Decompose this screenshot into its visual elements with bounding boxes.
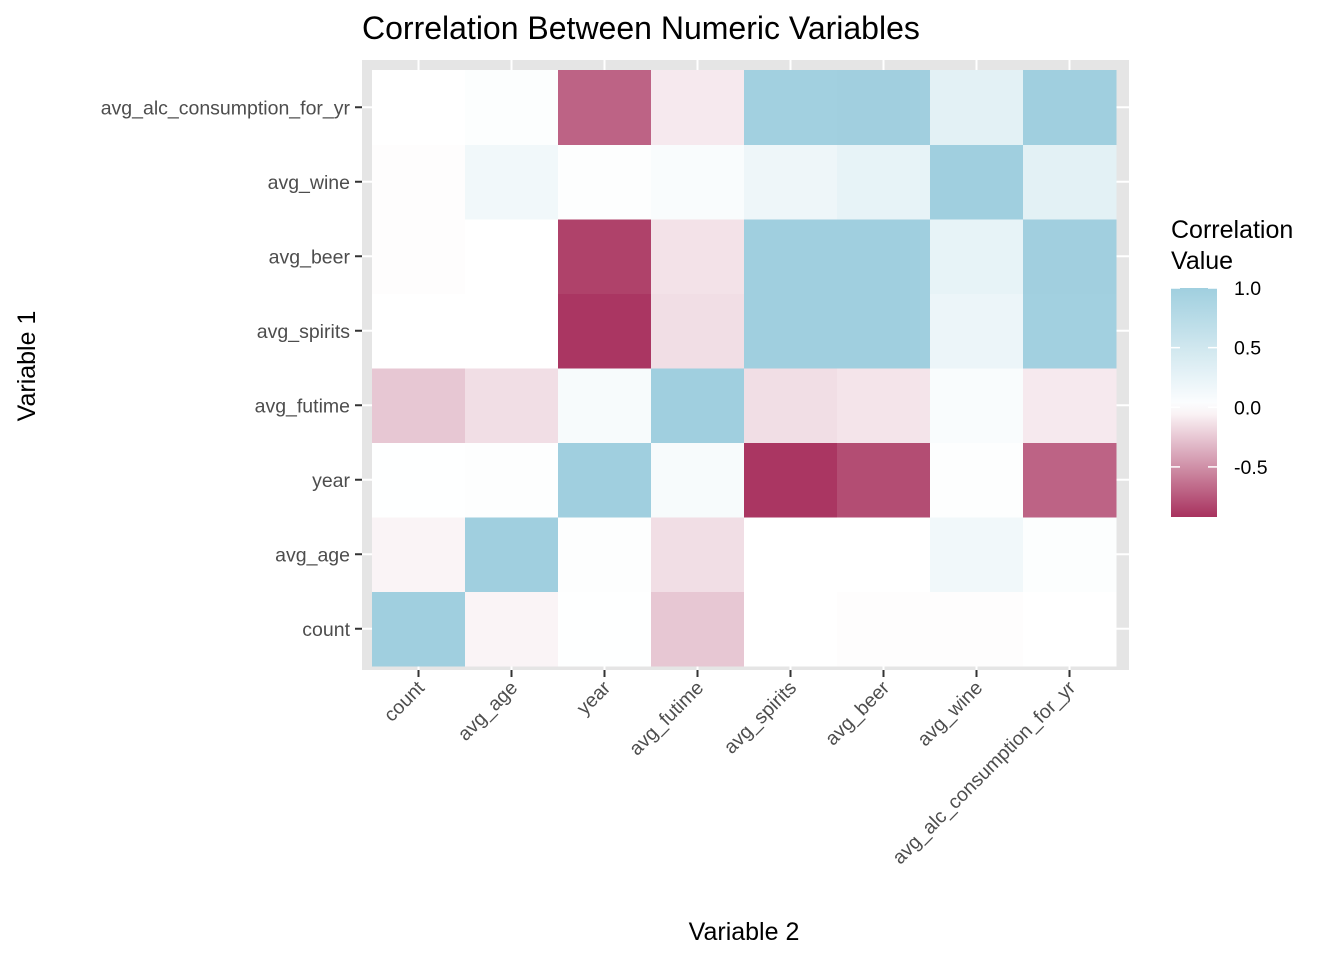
heatmap-cell-avg_age-avg_age: avg_age / avg_age: 1: [465, 517, 559, 592]
y-tick-label: avg_wine: [268, 172, 350, 194]
heatmap-cell-avg_beer-avg_alc_consumption_for_yr: avg_beer / avg_alc_consumption_for_yr: 0…: [1023, 219, 1117, 294]
heatmap-cell-avg_futime-avg_beer: avg_futime / avg_beer: -0.12: [837, 368, 931, 443]
heatmap-cell-avg_spirits-avg_age: avg_spirits / avg_age: 0: [465, 293, 559, 369]
heatmap-cell-avg_wine-avg_alc_consumption_for_yr: avg_wine / avg_alc_consumption_for_yr: 0…: [1023, 144, 1117, 220]
heatmap-cell-avg_futime-count: avg_futime / count: -0.25: [372, 368, 466, 443]
x-tick-label: avg_beer: [821, 677, 894, 750]
chart-title: Correlation Between Numeric Variables: [362, 10, 920, 46]
legend-tick-label: 0.5: [1234, 338, 1261, 360]
legend-title-line-1: Correlation: [1171, 216, 1293, 244]
heatmap-cell-avg_spirits-avg_beer: avg_spirits / avg_beer: 1: [837, 293, 931, 369]
heatmap-cell-count-count: count / count: 1: [372, 591, 466, 667]
heatmap-cell-avg_spirits-year: avg_spirits / year: -0.9: [558, 293, 652, 369]
heatmap-cell-avg_spirits-avg_futime: avg_spirits / avg_futime: -0.15: [651, 293, 745, 369]
heatmap-cell-year-avg_alc_consumption_for_yr: year / avg_alc_consumption_for_yr: -0.7: [1023, 442, 1117, 518]
heatmap-cell-avg_wine-avg_futime: avg_wine / avg_futime: 0.06: [651, 144, 745, 220]
legend-tick-label: 1.0: [1234, 278, 1261, 300]
heatmap-cell-avg_wine-avg_wine: avg_wine / avg_wine: 1: [930, 144, 1024, 220]
heatmap-cell-count-year: count / year: 0.01: [558, 591, 652, 667]
heatmap-cell-year-avg_beer: year / avg_beer: -0.8: [837, 442, 931, 518]
heatmap-cell-avg_wine-year: avg_wine / year: 0.02: [558, 144, 652, 220]
x-axis-title: Variable 2: [689, 918, 800, 946]
heatmap-cell-count-avg_alc_consumption_for_yr: count / avg_alc_consumption_for_yr: 0: [1023, 591, 1117, 667]
legend-tick-label: -0.5: [1234, 457, 1268, 479]
heatmap-cell-avg_alc_consumption_for_yr-avg_alc_consumption_for_yr: avg_alc_consumption_for_yr / avg_alc_con…: [1023, 70, 1117, 145]
heatmap-cell-avg_alc_consumption_for_yr-year: avg_alc_consumption_for_yr / year: -0.7: [558, 70, 652, 145]
heatmap-cell-avg_age-avg_alc_consumption_for_yr: avg_age / avg_alc_consumption_for_yr: 0.…: [1023, 517, 1117, 592]
heatmap-cell-count-avg_beer: count / avg_beer: -0.01: [837, 591, 931, 667]
heatmap-cell-year-count: year / count: 0.01: [372, 442, 466, 518]
heatmap-cell-count-avg_age: count / avg_age: -0.05: [465, 591, 559, 667]
x-tick-label: avg_futime: [625, 677, 708, 760]
heatmap-cell-count-avg_wine: count / avg_wine: -0.01: [930, 591, 1024, 667]
heatmap-cell-avg_age-avg_futime: avg_age / avg_futime: -0.15: [651, 517, 745, 592]
x-tick-label: avg_spirits: [720, 677, 802, 759]
heatmap-cell-avg_alc_consumption_for_yr-avg_age: avg_alc_consumption_for_yr / avg_age: 0.…: [465, 70, 559, 145]
heatmap-cell-year-avg_spirits: year / avg_spirits: -0.9: [744, 442, 838, 518]
y-tick-label: avg_spirits: [257, 321, 350, 343]
y-tick-label: avg_beer: [269, 246, 351, 268]
heatmap-cell-avg_age-avg_beer: avg_age / avg_beer: 0: [837, 517, 931, 592]
heatmap-cell-avg_wine-count: avg_wine / count: -0.01: [372, 144, 466, 220]
x-tick-label: avg_alc_consumption_for_yr: [888, 677, 1080, 869]
x-tick-label: avg_wine: [913, 677, 987, 751]
heatmap-cell-avg_wine-avg_beer: avg_wine / avg_beer: 0.25: [837, 144, 931, 220]
legend-ticks: 1.0 0.5 0.0 -0.5: [1171, 278, 1268, 479]
heatmap-cell-avg_age-avg_spirits: avg_age / avg_spirits: 0: [744, 517, 838, 592]
heatmap-cell-year-year: year / year: 1: [558, 442, 652, 518]
legend-tick-label: 0.0: [1234, 397, 1261, 419]
y-tick-label: avg_alc_consumption_for_yr: [101, 97, 351, 119]
y-axis: count avg_age year avg_futime avg_spirits avg…: [101, 97, 362, 641]
heatmap-cell-avg_alc_consumption_for_yr-avg_spirits: avg_alc_consumption_for_yr / avg_spirits…: [744, 70, 838, 145]
legend-title-line-2: Value: [1171, 247, 1233, 275]
heatmap-cells: count / count: 1count / avg_age: -0.05co…: [372, 70, 1117, 667]
heatmap-cell-count-avg_spirits: count / avg_spirits: 0: [744, 591, 838, 667]
heatmap-cell-year-avg_age: year / avg_age: 0.02: [465, 442, 559, 518]
heatmap-cell-avg_age-year: avg_age / year: 0.02: [558, 517, 652, 592]
heatmap-cell-avg_futime-avg_alc_consumption_for_yr: avg_futime / avg_alc_consumption_for_yr:…: [1023, 368, 1117, 443]
heatmap-cell-avg_age-avg_wine: avg_age / avg_wine: 0.15: [930, 517, 1024, 592]
heatmap-cell-avg_age-count: avg_age / count: -0.05: [372, 517, 466, 592]
y-tick-label: year: [312, 470, 350, 492]
heatmap-cell-avg_alc_consumption_for_yr-avg_beer: avg_alc_consumption_for_yr / avg_beer: 0…: [837, 70, 931, 145]
y-tick-label: avg_age: [275, 544, 350, 566]
heatmap-cell-avg_alc_consumption_for_yr-avg_futime: avg_alc_consumption_for_yr / avg_futime:…: [651, 70, 745, 145]
heatmap-cell-avg_futime-avg_spirits: avg_futime / avg_spirits: -0.15: [744, 368, 838, 443]
x-axis: count avg_age year avg_futime avg_spirits avg…: [380, 670, 1080, 869]
legend: Correlation Value 1.0 0.5 0.0 -0.5: [1171, 216, 1293, 517]
heatmap-cell-avg_spirits-avg_alc_consumption_for_yr: avg_spirits / avg_alc_consumption_for_yr…: [1023, 293, 1117, 369]
heatmap-cell-avg_alc_consumption_for_yr-avg_wine: avg_alc_consumption_for_yr / avg_wine: 0…: [930, 70, 1024, 145]
heatmap-cell-avg_spirits-count: avg_spirits / count: 0: [372, 293, 466, 369]
y-tick-label: avg_futime: [255, 395, 350, 417]
heatmap-cell-avg_beer-count: avg_beer / count: -0.01: [372, 219, 466, 294]
heatmap-cell-avg_beer-avg_age: avg_beer / avg_age: 0: [465, 219, 559, 294]
heatmap-cell-year-avg_wine: year / avg_wine: 0.02: [930, 442, 1024, 518]
heatmap-cell-avg_spirits-avg_wine: avg_spirits / avg_wine: 0.2: [930, 293, 1024, 369]
heatmap-cell-avg_futime-avg_futime: avg_futime / avg_futime: 1: [651, 368, 745, 443]
heatmap-cell-avg_spirits-avg_spirits: avg_spirits / avg_spirits: 1: [744, 293, 838, 369]
heatmap-cell-avg_beer-avg_wine: avg_beer / avg_wine: 0.25: [930, 219, 1024, 294]
heatmap-cell-avg_futime-year: avg_futime / year: 0.08: [558, 368, 652, 443]
heatmap-cell-avg_beer-avg_beer: avg_beer / avg_beer: 1: [837, 219, 931, 294]
x-tick-label: count: [380, 677, 430, 727]
heatmap-cell-avg_wine-avg_spirits: avg_wine / avg_spirits: 0.18: [744, 144, 838, 220]
heatmap-cell-avg_beer-avg_spirits: avg_beer / avg_spirits: 1: [744, 219, 838, 294]
y-tick-label: count: [302, 619, 350, 641]
heatmap-cell-avg_futime-avg_wine: avg_futime / avg_wine: 0.06: [930, 368, 1024, 443]
x-tick-label: avg_age: [454, 677, 522, 745]
legend-color-bar: [1171, 288, 1217, 517]
heatmap-cell-avg_beer-year: avg_beer / year: -0.85: [558, 219, 652, 294]
heatmap-cell-avg_alc_consumption_for_yr-count: avg_alc_consumption_for_yr / count: 0: [372, 70, 466, 145]
heatmap-cell-year-avg_futime: year / avg_futime: 0.08: [651, 442, 745, 518]
heatmap-cell-avg_futime-avg_age: avg_futime / avg_age: -0.15: [465, 368, 559, 443]
heatmap-cell-count-avg_futime: count / avg_futime: -0.25: [651, 591, 745, 667]
heatmap-cell-avg_wine-avg_age: avg_wine / avg_age: 0.15: [465, 144, 559, 220]
x-tick-label: year: [573, 677, 616, 720]
heatmap-cell-avg_beer-avg_futime: avg_beer / avg_futime: -0.13: [651, 219, 745, 294]
y-axis-title: Variable 1: [13, 311, 41, 422]
